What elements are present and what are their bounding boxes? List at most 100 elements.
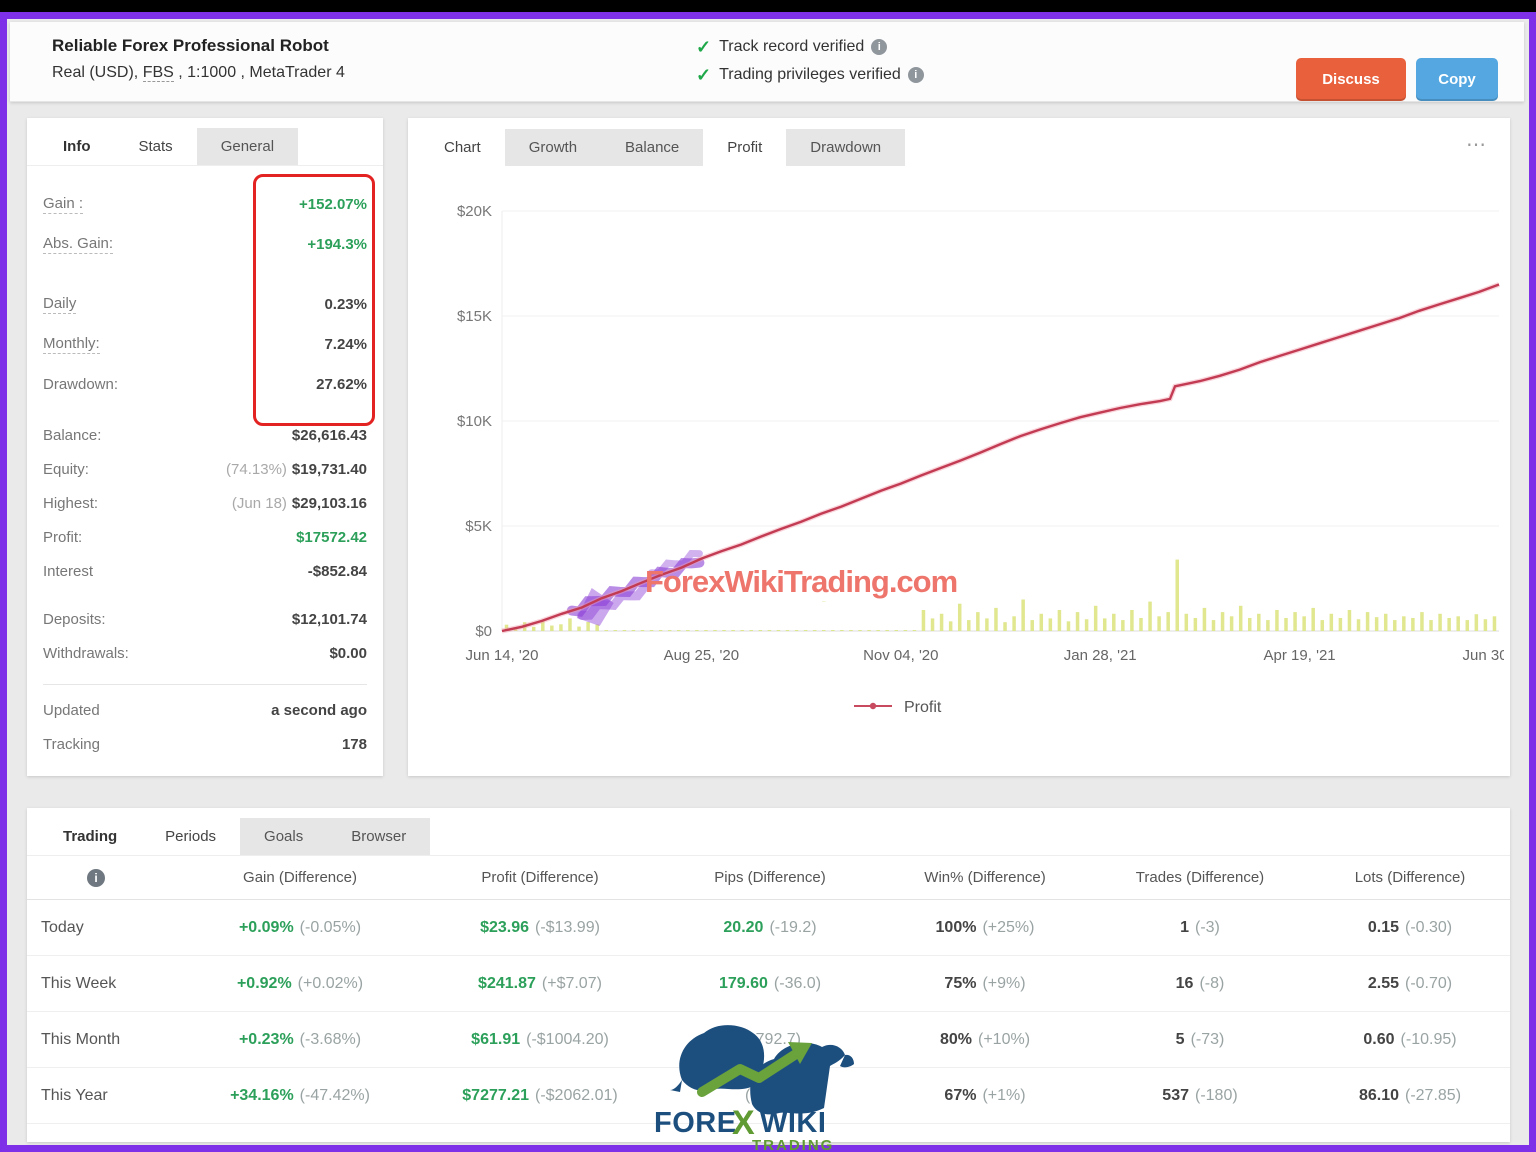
stat-label: Monthly:: [43, 334, 100, 354]
volume-bar: [1429, 620, 1433, 631]
stat-value-prefix: (Jun 18): [231, 494, 287, 512]
volume-bar: [1039, 613, 1044, 631]
watermark: ForexWikiTrading.com: [645, 564, 958, 599]
volume-bar: [1320, 620, 1325, 631]
account-title: Reliable Forex Professional Robot: [52, 36, 329, 55]
chart-tab-growth[interactable]: Growth: [504, 129, 602, 166]
table-cell: 0.15 (-0.30): [1310, 919, 1510, 937]
volume-bar: [976, 612, 980, 631]
table-cell: 86.10 (-27.85): [1310, 1087, 1510, 1105]
stat-label: Highest:: [43, 494, 99, 512]
header: Reliable Forex Professional Robot Real (…: [10, 22, 1524, 102]
volume-bar: [1311, 607, 1315, 631]
volume-bar: [1238, 605, 1243, 631]
volume-bar: [1012, 616, 1016, 631]
checkmark-icon: ✓: [696, 64, 712, 85]
stat-value: +194.3%: [307, 235, 367, 253]
column-header: Pips (Difference): [714, 869, 826, 886]
stat-row: Monthly: 7.24%: [43, 324, 367, 364]
volume-bar: [1329, 613, 1334, 631]
logo-word-trading: TRADING: [752, 1137, 834, 1152]
stat-row: Profit: $17572.42: [43, 520, 367, 554]
stat-row: Highest: (Jun 18) $29,103.16: [43, 486, 367, 520]
volume-bar: [1411, 617, 1415, 631]
chart-menu-icon[interactable]: ⋯: [1466, 134, 1488, 156]
copy-button[interactable]: Copy: [1416, 58, 1498, 101]
cell-difference: (+$7.07): [541, 974, 602, 992]
volume-bar: [1365, 612, 1370, 631]
period-label: Today: [41, 918, 84, 936]
stat-row: Abs. Gain: +194.3%: [43, 224, 367, 264]
stat-row: Deposits: $12,101.74: [43, 602, 367, 636]
cell-value: 537: [1162, 1086, 1189, 1104]
periods-tab-periods[interactable]: Periods: [165, 828, 217, 845]
cell-difference: (-3): [1195, 918, 1220, 936]
volume-bar: [1048, 618, 1053, 631]
checkmark-icon: ✓: [696, 36, 712, 57]
stat-value: 7.24%: [324, 335, 367, 353]
discuss-button[interactable]: Discuss: [1296, 58, 1406, 101]
cell-value: 2.55: [1367, 974, 1399, 992]
table-cell: $241.87 (+$7.07): [420, 975, 660, 993]
cell-difference: (-0.05%): [299, 918, 362, 936]
volume-bar: [559, 624, 563, 631]
table-info-header: i: [27, 868, 180, 887]
volume-bar: [1347, 610, 1352, 631]
bear-icon: [670, 1025, 765, 1092]
volume-bar: [1021, 599, 1025, 631]
stat-value: $17572.42: [296, 528, 367, 546]
tab-stats[interactable]: Stats: [138, 138, 173, 155]
cell-difference: (-27.85): [1405, 1086, 1462, 1104]
periods-tab-goals[interactable]: Goals: [240, 818, 328, 855]
stat-label: Profit:: [43, 528, 83, 546]
table-cell: 0.60 (-10.95): [1310, 1031, 1510, 1049]
profit-line: [501, 283, 1500, 633]
volume-bar: [948, 621, 953, 631]
broker-link[interactable]: FBS: [142, 64, 174, 82]
stat-value-prefix: (74.13%): [226, 460, 287, 478]
volume-bar: [513, 627, 518, 631]
chart-tab-chart[interactable]: Chart: [444, 139, 481, 156]
volume-bar: [586, 621, 590, 631]
volume-bar: [1447, 617, 1451, 631]
cell-difference: (-0.30): [1405, 918, 1453, 936]
volume-bar: [550, 625, 554, 631]
tab-info[interactable]: Info: [63, 138, 91, 155]
table-cell: 100% (+25%): [880, 919, 1090, 937]
volume-bar: [1474, 614, 1479, 631]
volume-bar: [1492, 616, 1497, 631]
cell-value: 0.60: [1363, 1030, 1395, 1048]
volume-bar: [1112, 613, 1116, 631]
info-icon[interactable]: i: [871, 39, 888, 55]
volume-bar: [1066, 621, 1071, 631]
stat-label: Tracking: [43, 735, 100, 753]
x-axis-label: Jan 28, '21: [1064, 647, 1137, 664]
volume-bar: [1057, 610, 1062, 631]
periods-tab-trading[interactable]: Trading: [63, 828, 118, 845]
info-icon[interactable]: i: [87, 868, 105, 887]
track-record-verified: ✓ Track record verified i: [696, 33, 924, 61]
stat-row: Withdrawals: $0.00: [43, 636, 367, 670]
period-label: This Year: [41, 1086, 108, 1104]
volume-bar: [1075, 612, 1080, 631]
volume-bar: [1102, 618, 1107, 631]
cell-difference: (-10.95): [1400, 1030, 1457, 1048]
volume-bar: [1030, 620, 1034, 631]
x-axis-label: Aug 25, '20: [664, 647, 739, 664]
stat-value: $0.00: [329, 644, 367, 662]
y-axis-label: $10K: [457, 413, 492, 430]
periods-tab-browser[interactable]: Browser: [327, 818, 431, 855]
volume-bar: [595, 624, 599, 631]
volume-bar: [1084, 619, 1089, 631]
column-header: Profit (Difference): [481, 869, 599, 886]
x-axis-label: Nov 04, '20: [863, 647, 938, 664]
cell-difference: (-19.2): [769, 918, 817, 936]
cell-value: +0.09%: [238, 918, 294, 936]
chart-tab-balance[interactable]: Balance: [601, 129, 704, 166]
info-icon[interactable]: i: [907, 67, 924, 83]
chart-tab-profit[interactable]: Profit: [727, 139, 763, 156]
logo-letter-x: X: [732, 1104, 755, 1142]
volume-bar: [1184, 613, 1189, 631]
chart-tab-drawdown[interactable]: Drawdown: [786, 129, 906, 166]
tab-general[interactable]: General: [196, 128, 299, 165]
